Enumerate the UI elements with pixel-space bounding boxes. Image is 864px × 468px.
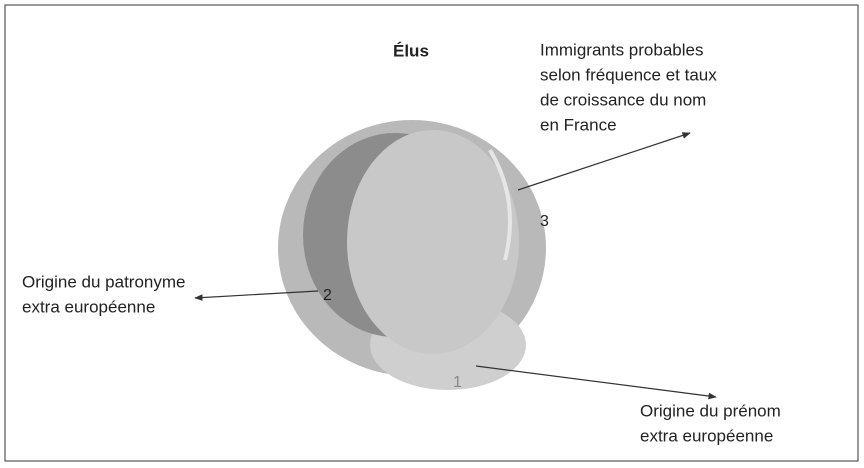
region-label: Origine du patronyme — [22, 272, 185, 291]
region-number: 2 — [323, 287, 332, 304]
title: Élus — [393, 41, 429, 60]
region-label: en France — [540, 115, 617, 134]
region-label: de croissance du nom — [540, 90, 706, 109]
region-label: selon fréquence et taux — [540, 65, 717, 84]
region-label: Origine du prénom — [640, 401, 781, 420]
region-number: 3 — [540, 213, 549, 230]
region-label: extra européenne — [640, 426, 773, 445]
region-1-shape — [347, 130, 519, 354]
region-number: 1 — [453, 374, 462, 391]
diagram: Élus 3 2 1 Immigrants probables selon fr… — [0, 0, 864, 468]
region-label: Immigrants probables — [540, 40, 703, 59]
region-label: extra européenne — [22, 297, 155, 316]
